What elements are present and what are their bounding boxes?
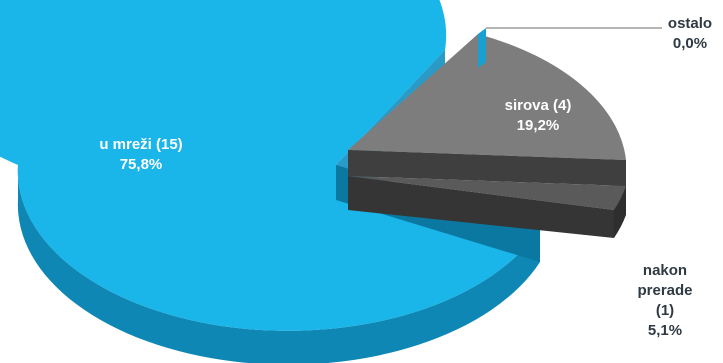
slice-ostalo bbox=[478, 28, 486, 68]
label-mreza-pct: 75,8% bbox=[119, 156, 163, 173]
label-ostalo-pct: 0,0% bbox=[672, 35, 708, 52]
label-nakon-line2: prerade bbox=[637, 282, 693, 299]
label-ostalo-name: ostalo bbox=[667, 15, 713, 32]
label-sirova-pct: 19,2% bbox=[516, 117, 560, 134]
slice-sirova-top bbox=[348, 34, 626, 160]
slice-mreza-side bbox=[17, 165, 540, 363]
label-nakon-line3: (1) bbox=[655, 302, 675, 319]
slice-sirova-cut bbox=[348, 150, 626, 186]
label-nakon: nakon prerade (1) 5,1% bbox=[620, 261, 710, 341]
label-nakon-line1: nakon bbox=[642, 262, 688, 279]
slice-nakon-cut bbox=[348, 176, 614, 238]
label-mreza: u mreži (15) 75,8% bbox=[66, 135, 216, 175]
label-sirova: sirova (4) 19,2% bbox=[478, 96, 598, 136]
label-mreza-name: u mreži (15) bbox=[99, 136, 183, 153]
slice-nakon-side bbox=[614, 186, 626, 238]
slice-nakon-top bbox=[348, 176, 626, 210]
label-ostalo: ostalo 0,0% bbox=[660, 14, 720, 54]
label-sirova-name: sirova (4) bbox=[504, 97, 572, 114]
label-nakon-pct: 5,1% bbox=[647, 322, 683, 339]
slice-mreza-top bbox=[0, 0, 540, 331]
